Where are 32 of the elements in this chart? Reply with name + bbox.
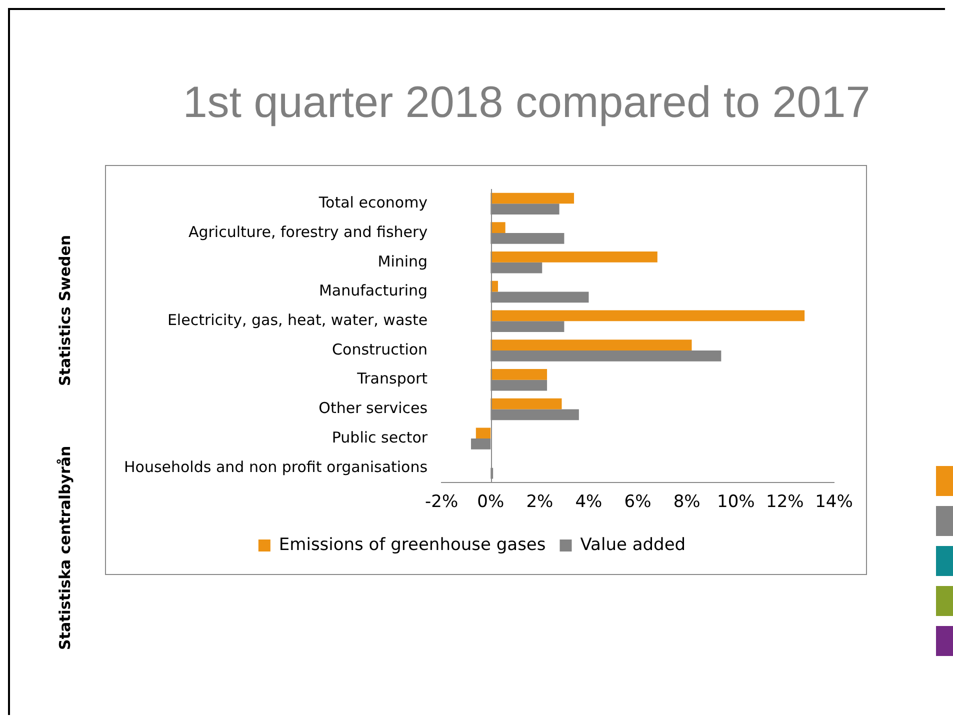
text: Statistiska centralbyrån xyxy=(56,446,74,650)
text: Statistics Sweden xyxy=(56,234,74,386)
chart-title: 1st quarter 2018 compared to 2017 xyxy=(182,78,872,128)
legend-label: Emissions of greenhouse gases xyxy=(278,534,546,555)
bar xyxy=(490,222,506,234)
bar xyxy=(476,428,491,439)
bar xyxy=(490,310,805,322)
bar xyxy=(490,398,562,410)
x-tick-label: 0% xyxy=(477,492,504,512)
x-tick-label: -2% xyxy=(425,492,458,512)
y-tick-label: Electricity, gas, heat, water, waste xyxy=(167,311,428,330)
y-tick-label: Transport xyxy=(356,370,428,388)
y-tick-label: Public sector xyxy=(332,428,428,446)
y-tick-label: Households and non profit organisations xyxy=(124,458,428,476)
y-tick-label: Mining xyxy=(378,252,428,270)
x-tick-label: 12% xyxy=(766,492,804,512)
x-tick-label: 10% xyxy=(716,492,755,512)
x-tick-label: 2% xyxy=(526,492,554,512)
y-tick-label: Agriculture, forestry and fishery xyxy=(188,222,428,241)
x-tick-label: 8% xyxy=(673,492,700,512)
bar xyxy=(490,192,574,204)
bar xyxy=(490,252,658,262)
x-tick-label: 14% xyxy=(815,492,853,512)
bar xyxy=(490,340,692,350)
bar xyxy=(490,368,548,380)
x-tick-label: 6% xyxy=(624,492,652,512)
y-tick-label: Construction xyxy=(332,340,428,358)
y-tick-label: Other services xyxy=(318,399,428,418)
legend-label: Value added xyxy=(580,534,686,555)
y-tick-label: Manufacturing xyxy=(318,282,428,300)
x-tick-label: 4% xyxy=(575,492,602,512)
y-tick-label: Total economy xyxy=(318,194,428,212)
